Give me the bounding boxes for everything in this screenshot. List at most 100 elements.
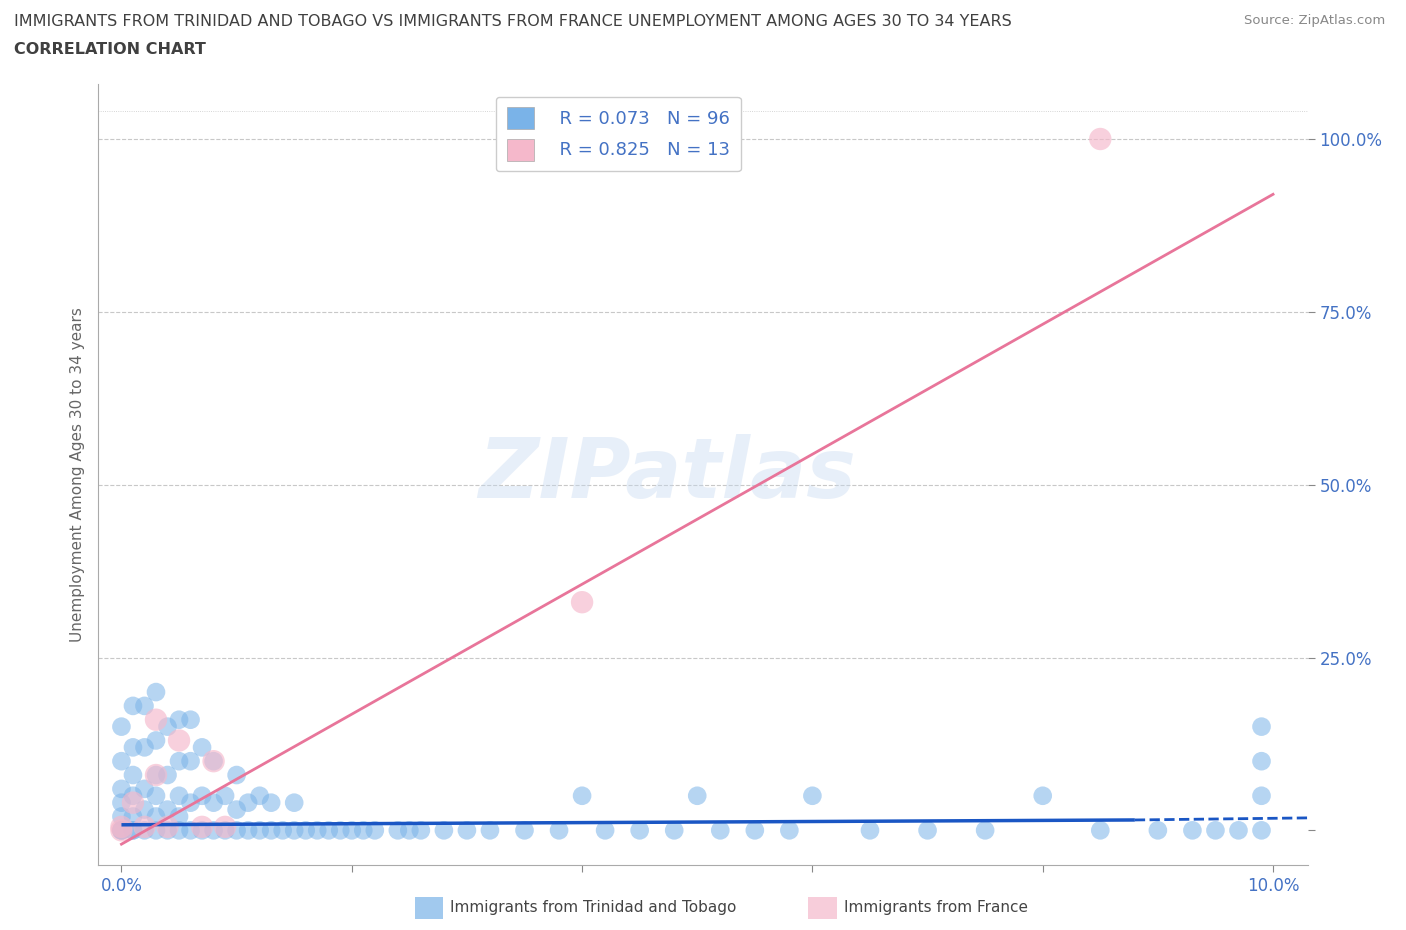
Point [249,823,271,838]
Point [664,823,686,838]
Point [167,733,190,748]
Point [1250,753,1272,768]
Point [249,789,271,804]
Point [225,767,247,782]
Point [271,823,294,838]
Point [156,823,179,838]
Point [134,823,156,838]
Point [122,823,145,838]
Point [156,719,179,734]
Point [202,795,225,810]
Point [225,803,247,817]
Point [180,823,202,838]
Point [191,789,214,804]
Point [778,823,800,838]
Point [260,795,283,810]
Point [329,823,352,838]
Point [134,698,156,713]
Point [134,740,156,755]
Point [110,809,132,824]
Point [202,823,225,838]
Point [214,789,236,804]
Point [110,823,132,838]
Point [1090,823,1112,838]
Point [1227,823,1250,838]
Point [917,823,939,838]
Point [1250,789,1272,804]
Point [122,740,145,755]
Point [134,781,156,796]
Point [122,809,145,824]
Point [236,795,259,810]
Point [236,823,259,838]
Point [283,823,305,838]
Point [548,823,571,838]
Point [110,823,132,838]
Point [122,767,145,782]
Point [1181,823,1204,838]
Y-axis label: Unemployment Among Ages 30 to 34 years: Unemployment Among Ages 30 to 34 years [69,307,84,642]
Point [156,819,179,834]
Point [1032,789,1054,804]
Text: ZIPatlas: ZIPatlas [478,433,856,515]
Point [122,795,145,810]
Point [571,789,593,804]
Point [744,823,766,838]
Point [145,767,167,782]
Point [387,823,409,838]
Point [307,823,329,838]
Point [145,767,167,782]
Point [340,823,363,838]
Text: Immigrants from France: Immigrants from France [844,900,1028,915]
Point [156,767,179,782]
Point [167,712,190,727]
Point [709,823,731,838]
Point [318,823,340,838]
Point [167,809,190,824]
Point [122,823,145,838]
Point [1250,719,1272,734]
Point [110,823,132,838]
Point [145,809,167,824]
Point [110,795,132,810]
Point [364,823,387,838]
Point [628,823,651,838]
Point [145,733,167,748]
Point [110,753,132,768]
Text: Immigrants from Trinidad and Tobago: Immigrants from Trinidad and Tobago [450,900,737,915]
Point [145,789,167,804]
Point [156,803,179,817]
Point [513,823,536,838]
Point [191,819,214,834]
Point [478,823,501,838]
Point [571,595,593,610]
Point [110,819,132,834]
Point [398,823,420,838]
Point [352,823,374,838]
Point [283,795,305,810]
Point [145,823,167,838]
Legend:   R = 0.073   N = 96,   R = 0.825   N = 13: R = 0.073 N = 96, R = 0.825 N = 13 [496,97,741,171]
Point [122,698,145,713]
Point [859,823,882,838]
Point [593,823,616,838]
Point [134,819,156,834]
Point [214,823,236,838]
Point [214,819,236,834]
Point [202,753,225,768]
Point [1147,823,1170,838]
Point [433,823,456,838]
Point [294,823,316,838]
Point [409,823,432,838]
Point [1204,823,1226,838]
Text: Source: ZipAtlas.com: Source: ZipAtlas.com [1244,14,1385,27]
Point [180,753,202,768]
Point [145,684,167,699]
Point [260,823,283,838]
Point [134,803,156,817]
Point [180,795,202,810]
Point [110,823,132,838]
Point [191,823,214,838]
Point [801,789,824,804]
Point [202,753,225,768]
